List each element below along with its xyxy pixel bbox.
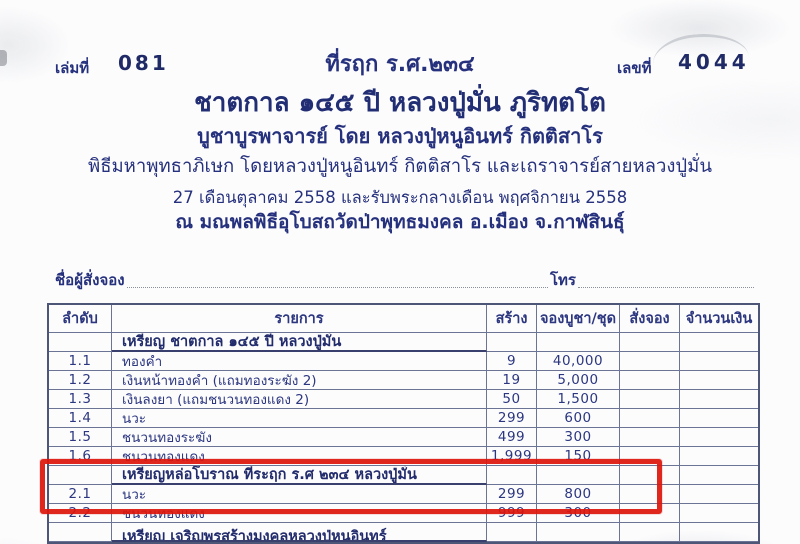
group-row-cell-r7c0 bbox=[49, 466, 112, 485]
orderer-name-label: ชื่อผู้สั่งจอง bbox=[55, 271, 125, 289]
item-row-cell-r8c4 bbox=[620, 485, 680, 504]
group-row-cell-r10c1: เหรียญ เจริญพรสร้างมงคลหลวงปู่หนูอินทร์ bbox=[112, 523, 487, 542]
event-line-dates: 27 เดือนตุลาคม 2558 และรับพระกลางเดือน พ… bbox=[172, 188, 628, 207]
group-row-cell-r0c0 bbox=[49, 333, 112, 352]
scan-edge-smudge bbox=[0, 50, 7, 66]
column-header: สร้าง bbox=[487, 305, 537, 333]
item-row-cell-r5c3: 300 bbox=[537, 428, 620, 447]
item-row-cell-r2c3: 5,000 bbox=[537, 371, 620, 390]
item-row-cell-r2c4 bbox=[620, 371, 680, 390]
item-row-cell-r1c5 bbox=[680, 352, 758, 371]
event-line-sponsor: บูชาบูรพาจารย์ โดย หลวงปู่หนูอินทร์ กิตต… bbox=[197, 124, 603, 148]
item-row-cell-r2c2: 19 bbox=[487, 371, 537, 390]
item-row-cell-r4c5 bbox=[680, 409, 758, 428]
item-row-cell-r9c5 bbox=[680, 504, 758, 523]
column-header: จองบูชา/ชุด bbox=[537, 305, 620, 333]
item-row-cell-r5c2: 499 bbox=[487, 428, 537, 447]
group-row-cell-r10c5 bbox=[680, 523, 758, 542]
group-row-cell-r10c2 bbox=[487, 523, 537, 542]
group-row-cell-r0c1: เหรียญ ชาตกาล ๑๔๕ ปี หลวงปู่มั่น bbox=[112, 333, 487, 352]
item-row-cell-r8c0: 2.1 bbox=[49, 485, 112, 504]
item-row-cell-r1c1: ทองคำ bbox=[112, 352, 487, 371]
group-row-cell-r0c2 bbox=[487, 333, 537, 352]
item-row-cell-r6c5 bbox=[680, 447, 758, 466]
event-heading: ชาตกาล ๑๔๕ ปี หลวงปู่มั่น ภูริทตโต bbox=[194, 88, 606, 118]
item-row-cell-r8c1: นวะ bbox=[112, 485, 487, 504]
item-row-cell-r2c5 bbox=[680, 371, 758, 390]
group-row-cell-r7c5 bbox=[680, 466, 758, 485]
group-row-cell-r10c4 bbox=[620, 523, 680, 542]
item-row-cell-r4c0: 1.4 bbox=[49, 409, 112, 428]
item-row-cell-r1c2: 9 bbox=[487, 352, 537, 371]
group-row-cell-r7c3 bbox=[537, 466, 620, 485]
item-row-cell-r3c5 bbox=[680, 390, 758, 409]
orderer-phone-line: ชื่อผู้สั่งจอง โทร bbox=[55, 268, 756, 292]
book-number-value: 081 bbox=[118, 51, 169, 75]
phone-field bbox=[578, 286, 754, 288]
item-row-cell-r1c3: 40,000 bbox=[537, 352, 620, 371]
item-row-cell-r4c3: 600 bbox=[537, 409, 620, 428]
item-row-cell-r2c0: 1.2 bbox=[49, 371, 112, 390]
item-row-cell-r8c5 bbox=[680, 485, 758, 504]
item-row-cell-r5c4 bbox=[620, 428, 680, 447]
item-row-cell-r5c5 bbox=[680, 428, 758, 447]
item-row-cell-r8c3: 800 bbox=[537, 485, 620, 504]
item-row-cell-r4c4 bbox=[620, 409, 680, 428]
item-row-cell-r1c0: 1.1 bbox=[49, 352, 112, 371]
group-row-cell-r0c3 bbox=[537, 333, 620, 352]
item-row-cell-r2c1: เงินหน้าทองคำ (แถมทองระฆัง 2) bbox=[112, 371, 487, 390]
group-row-cell-r10c3 bbox=[537, 523, 620, 542]
column-header: รายการ bbox=[112, 305, 487, 333]
column-header: ลำดับ bbox=[49, 305, 112, 333]
serial-number-value: 4044 bbox=[678, 50, 750, 74]
group-row-cell-r7c1: เหรียญหล่อโบราณ ที่ระฤก ร.ศ ๒๓๔ หลวงปู่ม… bbox=[112, 466, 487, 485]
column-header: สั่งจอง bbox=[620, 305, 680, 333]
group-row-cell-r0c5 bbox=[680, 333, 758, 352]
group-row-cell-r0c4 bbox=[620, 333, 680, 352]
item-row-cell-r5c1: ชนวนทองระฆัง bbox=[112, 428, 487, 447]
item-row-cell-r8c2: 299 bbox=[487, 485, 537, 504]
item-row-cell-r4c2: 299 bbox=[487, 409, 537, 428]
item-row-cell-r9c4 bbox=[620, 504, 680, 523]
group-row-cell-r7c4 bbox=[620, 466, 680, 485]
group-row-cell-r10c0 bbox=[49, 523, 112, 542]
commemorative-title: ที่รฤก ร.ศ.๒๓๔ bbox=[325, 52, 475, 77]
item-row-cell-r3c4 bbox=[620, 390, 680, 409]
column-header: จำนวนเงิน bbox=[680, 305, 758, 333]
item-row-cell-r5c0: 1.5 bbox=[49, 428, 112, 447]
item-row-cell-r6c4 bbox=[620, 447, 680, 466]
serial-number-label: เลขที่ bbox=[617, 59, 652, 77]
phone-label: โทร bbox=[549, 271, 576, 289]
item-row-cell-r3c1: เงินลงยา (แถมชนวนทองแดง 2) bbox=[112, 390, 487, 409]
event-line-venue: ณ มณพลพิธีอุโบสถวัดป่าพุทธมงคล อ.เมือง จ… bbox=[175, 211, 625, 233]
orderer-name-field bbox=[126, 286, 548, 288]
red-highlight-rectangle bbox=[40, 459, 662, 514]
item-row-cell-r3c3: 1,500 bbox=[537, 390, 620, 409]
item-row-cell-r1c4 bbox=[620, 352, 680, 371]
book-number-label: เล่มที่ bbox=[55, 59, 90, 77]
item-row-cell-r3c0: 1.3 bbox=[49, 390, 112, 409]
event-line-ceremony: พิธีมหาพุทธาภิเษก โดยหลวงปู่หนูอินทร์ กิ… bbox=[88, 156, 712, 177]
item-row-cell-r3c2: 50 bbox=[487, 390, 537, 409]
group-row-cell-r7c2 bbox=[487, 466, 537, 485]
item-row-cell-r4c1: นวะ bbox=[112, 409, 487, 428]
